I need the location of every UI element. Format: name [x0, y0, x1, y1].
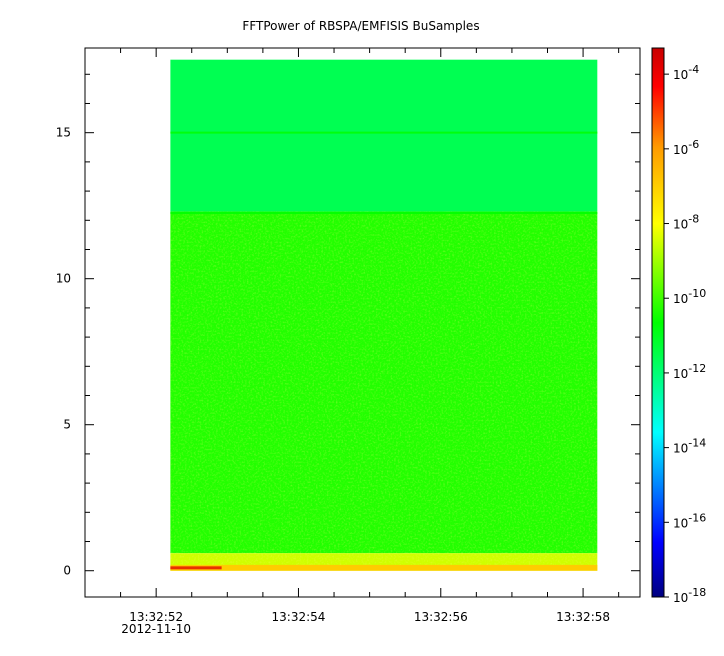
- spectrogram-red-strip: [170, 566, 222, 570]
- x-tick-label-2: 13:32:54: [272, 610, 326, 624]
- colorbar-tick-label-8: 10-18: [673, 586, 706, 605]
- colorbar-tick-label-1: 10-4: [673, 63, 699, 82]
- x-tick-label-4: 13:32:58: [556, 610, 610, 624]
- y-tick-label-1: 0: [63, 564, 71, 578]
- colorbar-tick-label-3: 10-8: [673, 213, 699, 232]
- colorbar-tick-label-6: 10-14: [673, 437, 706, 456]
- chart-title: FFTPower of RBSPA/EMFISIS BuSamples: [242, 19, 479, 33]
- colorbar: [651, 47, 665, 598]
- x-tick-label-1: 13:32:52: [129, 610, 183, 624]
- colorbar-tick-label-4: 10-10: [673, 287, 706, 306]
- y-tick-label-3: 10: [56, 272, 71, 286]
- colorbar-tick-label-5: 10-12: [673, 362, 706, 381]
- x-tick-date-label: 2012-11-10: [121, 622, 191, 636]
- colorbar-tick-label-7: 10-16: [673, 511, 706, 530]
- spectrogram-speckle: [170, 211, 598, 571]
- colorbar-ticks: 10-4 10-6 10-8 10-10 10-12 10-14 10-16 10-18: [664, 63, 706, 605]
- y-axis: 0 5 10 15: [56, 73, 640, 578]
- x-tick-label-3: 13:32:56: [414, 610, 468, 624]
- spectrogram-band-1: [170, 59, 598, 212]
- spectrogram-image: [170, 59, 598, 571]
- y-tick-label-4: 15: [56, 126, 71, 140]
- y-tick-label-2: 5: [63, 418, 71, 432]
- colorbar-tick-label-2: 10-6: [673, 138, 699, 157]
- spectral-features: [170, 131, 598, 214]
- spectrogram-low-strip: [170, 564, 598, 571]
